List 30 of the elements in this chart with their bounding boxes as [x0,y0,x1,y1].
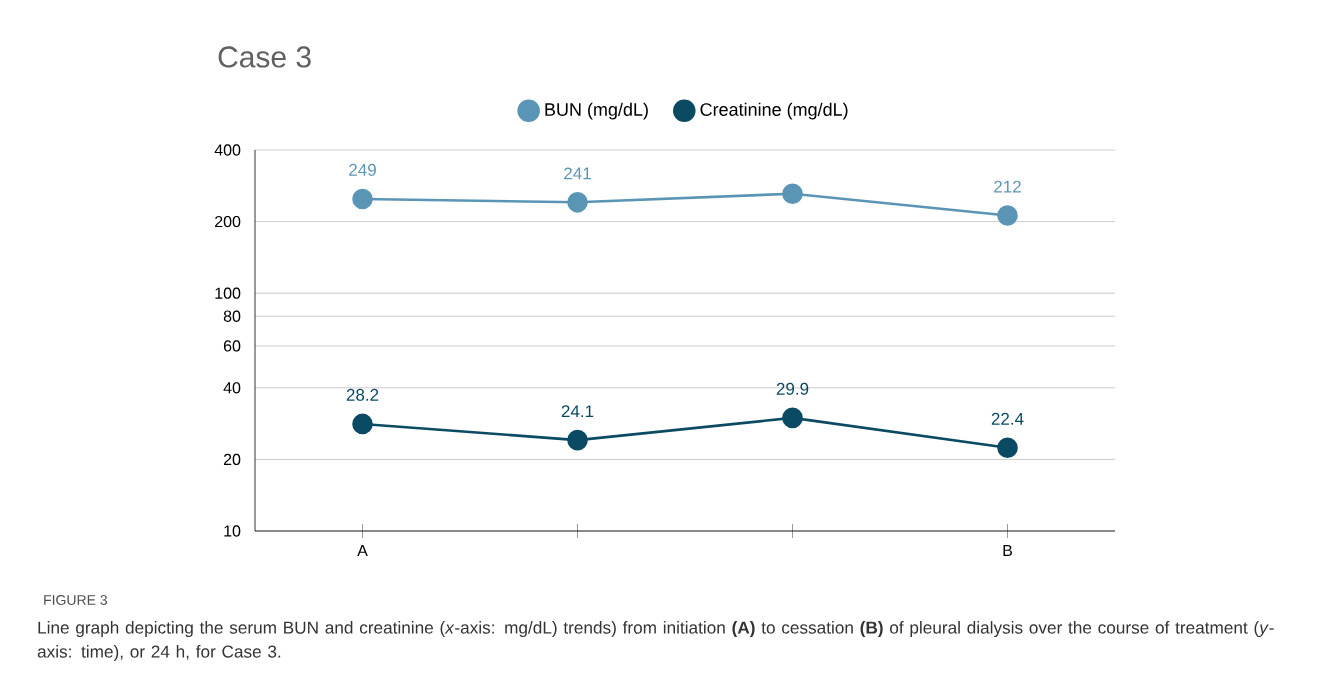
y-tick-label: 60 [223,340,241,352]
x-tick-label: B [1003,545,1012,557]
point [352,413,373,435]
point [352,188,373,210]
data-label: 22.4 [991,412,1024,425]
y-tick-label: 200 [215,215,241,228]
caption: FIGURE 3 [44,595,107,605]
data-label: 29.9 [776,382,809,395]
legend-label: Creatinine (mg/dL) [700,102,848,120]
data-label: 28.2 [346,388,379,401]
data-label: 241 [564,167,591,180]
point [997,205,1018,226]
y-tick-label: 10 [224,525,241,537]
data-label: 212 [994,180,1021,193]
y-tick-label: 20 [223,453,241,466]
legend-label: BUN (mg/dL) [545,102,648,120]
data-label: 24.1 [561,405,594,418]
y-tick-label: 400 [214,144,241,156]
x-tick-label: A [357,545,368,557]
data-label: 249 [349,163,376,176]
chart-title: Case 3 [218,46,311,68]
point [567,429,588,451]
point [782,183,803,204]
y-tick-label: 80 [223,310,241,322]
point [567,192,588,213]
point [997,437,1018,458]
y-tick-label: 40 [223,382,241,394]
point [782,407,803,429]
y-tick-label: 100 [215,287,241,299]
text: Line graph depicting the serum BUN and creatinine (x-axis: mg/dL) trends) from initiation (A) to cessation (B) of pleural dialysis over the course of treatment (y-axis: time), or 24 h, for Case 3. [37,621,1274,662]
